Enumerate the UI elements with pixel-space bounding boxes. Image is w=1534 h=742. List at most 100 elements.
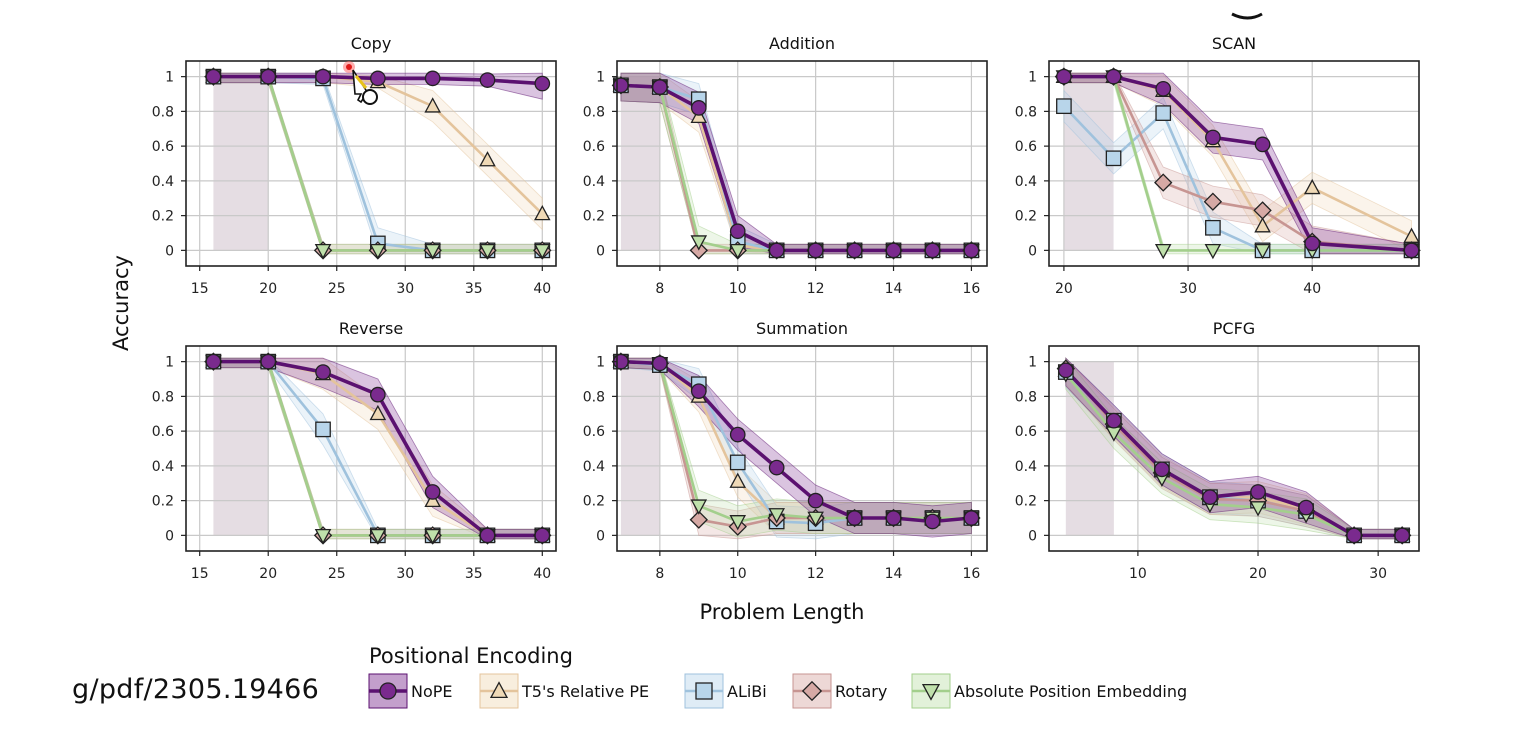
marker-nope (729, 223, 746, 240)
marker-nope (1106, 412, 1122, 429)
top-edge-artifact (1231, 12, 1263, 20)
y-tick-label: 1 (596, 70, 605, 86)
marker-nope (370, 70, 386, 87)
marker-nope (1250, 484, 1266, 500)
marker-nope (260, 353, 277, 370)
y-tick-label: 0 (165, 528, 174, 544)
y-tick-label: 0.2 (152, 209, 174, 225)
line-nope (620, 359, 972, 524)
panel-title: Addition (769, 34, 835, 53)
x-tick-label: 10 (729, 281, 747, 297)
y-tick-label: 0 (165, 243, 174, 259)
legend-item-rotary: Rotary (792, 673, 887, 709)
y-tick-label: 0.2 (583, 209, 605, 225)
x-tick-label: 12 (807, 281, 825, 297)
x-tick-label: 8 (655, 566, 664, 582)
x-tick-label: 25 (328, 281, 346, 297)
marker-nope (613, 77, 629, 94)
panel-scan: 20 30 40 0 0.2 0.4 0.6 0.8 1 SCAN (1015, 34, 1421, 297)
marker-abs (690, 499, 708, 515)
x-tick-label: 15 (191, 566, 209, 582)
x-tick-label: 20 (1055, 281, 1073, 297)
y-tick-label: 1 (596, 355, 605, 371)
y-tick-label: 0.4 (152, 459, 174, 475)
legend-label: ALiBi (727, 682, 767, 701)
y-tick-label: 0.2 (583, 494, 605, 510)
marker-rotary (1154, 173, 1173, 192)
y-tick-label: 1 (165, 70, 174, 86)
panel-reverse: 15 20 25 30 35 40 0 0.2 0.4 0.6 0.8 1 Reverse (152, 319, 557, 582)
axes-frame (185, 345, 557, 552)
marker-nope (260, 68, 277, 85)
marker-nope (205, 68, 222, 85)
training-region (1065, 361, 1114, 536)
x-tick-label: 30 (396, 566, 414, 582)
marker-abs (1254, 243, 1271, 260)
y-tick-label: 0 (1028, 243, 1037, 259)
marker-nope (651, 355, 668, 372)
training-region (620, 76, 660, 251)
marker-nope (315, 68, 331, 85)
marker-rotary (689, 510, 708, 529)
marker-rotary (1253, 201, 1272, 220)
legend-marker-rotary (801, 680, 823, 702)
marker-t5 (1303, 178, 1321, 195)
marker-nope (1056, 68, 1072, 85)
legend-marker-alibi (695, 682, 713, 700)
marker-abs (807, 511, 824, 527)
marker-nope (690, 383, 707, 400)
legend-label: NoPE (411, 682, 453, 701)
marker-nope (1155, 80, 1172, 97)
y-tick-label: 0.6 (583, 424, 605, 440)
y-tick-label: 0 (1028, 528, 1037, 544)
marker-alibi (1056, 98, 1072, 115)
training-region (620, 361, 660, 536)
y-tick-label: 1 (1028, 355, 1037, 371)
y-tick-label: 0.4 (152, 174, 174, 190)
marker-nope (1298, 499, 1314, 516)
marker-nope (885, 510, 902, 526)
legend-marker-abs (921, 683, 941, 701)
panel-title: SCAN (1212, 34, 1256, 53)
panel-title: Summation (756, 319, 848, 338)
x-tick-label: 10 (1129, 566, 1147, 582)
marker-nope (768, 459, 785, 476)
marker-nope (424, 70, 441, 87)
y-tick-label: 0.6 (152, 139, 174, 155)
marker-abs (1204, 243, 1222, 260)
marker-abs (534, 243, 551, 260)
marker-nope (807, 492, 824, 509)
x-tick-label: 35 (465, 566, 483, 582)
x-tick-label: 16 (963, 281, 981, 297)
x-tick-label: 16 (963, 566, 981, 582)
x-tick-label: 40 (1303, 281, 1321, 297)
marker-nope (1105, 68, 1122, 85)
marker-t5 (369, 404, 387, 421)
marker-abs (314, 243, 332, 260)
marker-abs (768, 508, 785, 524)
y-tick-label: 0.6 (1015, 424, 1037, 440)
y-tick-label: 0.6 (583, 139, 605, 155)
x-tick-label: 30 (1179, 281, 1197, 297)
y-tick-label: 1 (1028, 70, 1037, 86)
marker-alibi (1105, 150, 1122, 167)
marker-abs (729, 243, 747, 260)
y-tick-label: 0.8 (583, 104, 605, 120)
marker-nope (924, 513, 941, 530)
marker-nope (1202, 489, 1218, 505)
marker-alibi (315, 421, 331, 438)
x-tick-label: 20 (259, 281, 277, 297)
y-tick-label: 0.8 (152, 104, 174, 120)
marker-nope (963, 510, 980, 526)
marker-nope (479, 527, 496, 544)
shared-x-axis-label: Problem Length (700, 600, 865, 624)
marker-abs (479, 243, 496, 260)
marker-nope (963, 242, 980, 259)
marker-nope (534, 75, 551, 92)
y-tick-label: 0 (596, 528, 605, 544)
marker-alibi (1205, 219, 1221, 236)
marker-nope (924, 242, 941, 259)
axes-frame (1048, 345, 1420, 552)
